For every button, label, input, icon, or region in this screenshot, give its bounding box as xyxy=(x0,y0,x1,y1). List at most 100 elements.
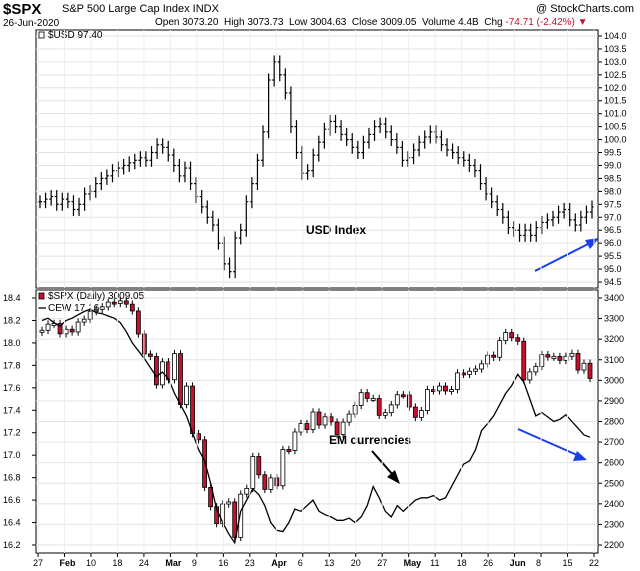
usd-y-tick-label: 97.0 xyxy=(604,212,622,222)
spx-candle xyxy=(202,439,207,488)
spx-candle xyxy=(244,487,250,495)
usd-y-tick-label: 103.0 xyxy=(604,57,627,67)
spx-candle xyxy=(521,340,527,381)
cew-line xyxy=(41,308,591,545)
usd-trend-arrow xyxy=(534,242,591,272)
spx-candle xyxy=(238,493,244,538)
spx-candle xyxy=(515,337,521,342)
spx-candle xyxy=(491,354,497,358)
usd-annotation: USD Index xyxy=(306,223,366,237)
spx-candle xyxy=(557,356,563,361)
usd-y-tick-label: 101.0 xyxy=(604,109,627,119)
high-label: High xyxy=(223,17,245,28)
cew-y-tick-label: 16.4 xyxy=(3,518,21,528)
spx-candle xyxy=(69,328,75,333)
spx-candle xyxy=(39,329,45,333)
spx-candle xyxy=(123,300,129,305)
x-tick-label: 9 xyxy=(192,558,197,568)
x-tick-label: 10 xyxy=(86,558,96,568)
x-tick-label: 18 xyxy=(457,558,467,568)
spx-candle xyxy=(232,501,238,538)
spx-y-tick-label: 2300 xyxy=(604,519,624,529)
usd-y-tick-label: 98.5 xyxy=(604,173,622,183)
spx-candle xyxy=(268,477,274,490)
spx-candle xyxy=(57,323,63,335)
x-tick-label: Jun xyxy=(510,558,526,568)
usd-legend: $USD 97.40 xyxy=(48,30,103,41)
usd-y-tick-label: 97.5 xyxy=(604,199,622,209)
spx-y-tick-label: 3200 xyxy=(604,334,624,344)
spx-candle xyxy=(304,423,310,430)
x-tick-label: 15 xyxy=(563,558,573,568)
spx-candle xyxy=(184,385,189,406)
spx-candle xyxy=(388,404,394,414)
spx-candle xyxy=(412,406,418,418)
date-label: 26-Jun-2020 xyxy=(3,18,60,29)
close-label: Close xyxy=(351,17,378,28)
spx-candle xyxy=(503,332,509,342)
cew-y-tick-label: 17.4 xyxy=(3,405,21,415)
cew-legend: CEW 17.16 xyxy=(48,303,100,314)
symbol-description: S&P 500 Large Cap Index INDX xyxy=(62,3,219,15)
cew-y-tick-label: 17.2 xyxy=(3,428,21,438)
spx-y-tick-label: 2200 xyxy=(604,540,624,550)
spx-candle xyxy=(111,301,117,305)
spx-candle xyxy=(406,394,412,408)
x-axis: 27 Feb 10 18 24 Mar 9 16 23 Apr 6 13 20 27 May 11 18 26 Ju… xyxy=(33,30,599,568)
usd-y-tick-label: 100.5 xyxy=(604,122,627,132)
spx-candle xyxy=(533,366,539,373)
spx-candle xyxy=(208,486,214,508)
x-tick-label: 23 xyxy=(245,558,255,568)
spx-y-tick-label: 3400 xyxy=(604,293,624,303)
x-tick-label: Feb xyxy=(59,558,76,568)
usd-y-tick-label: 98.0 xyxy=(604,186,622,196)
spx-candle xyxy=(93,308,99,312)
usd-y-tick-label: 94.5 xyxy=(604,277,622,287)
x-tick-label: Apr xyxy=(271,558,287,568)
spx-y-tick-label: 3100 xyxy=(604,355,624,365)
down-triangle-icon: ▼ xyxy=(577,17,588,28)
usd-y-tick-label: 100.0 xyxy=(604,135,627,145)
x-tick-label: 11 xyxy=(430,558,439,568)
close-value: 3009.05 xyxy=(380,17,417,28)
volume-label: Volume xyxy=(421,17,456,28)
usd-panel: 94.5 95.0 95.5 96.0 96.5 97.0 97.5 98.0 98.5 99.0… xyxy=(35,29,627,289)
spx-candle xyxy=(81,318,87,323)
spx-candle xyxy=(292,431,298,451)
spx-candle xyxy=(147,353,153,357)
usd-y-tick-label: 104.0 xyxy=(604,31,627,41)
usd-y-tick-label: 95.5 xyxy=(604,251,622,261)
usd-y-tick-label: 95.0 xyxy=(604,264,622,274)
spx-candle xyxy=(105,301,111,308)
spx-candle xyxy=(467,370,472,375)
spx-candle xyxy=(250,456,256,489)
spx-candle xyxy=(376,398,382,416)
spx-candle xyxy=(286,449,292,452)
symbol: $SPX xyxy=(3,1,42,18)
usd-y-tick-label: 102.5 xyxy=(604,70,627,80)
x-tick-label: 27 xyxy=(33,558,43,568)
open-label: Open xyxy=(155,17,180,28)
x-tick-label: 20 xyxy=(351,558,361,568)
spx-candle xyxy=(117,300,123,304)
spx-candle xyxy=(45,323,51,331)
x-tick-label: Mar xyxy=(165,558,182,568)
spx-candle xyxy=(370,398,376,401)
cew-y-tick-label: 16.8 xyxy=(3,473,21,483)
cew-y-tick-label: 18.0 xyxy=(3,338,21,348)
cew-y-tick-label: 17.0 xyxy=(3,450,21,460)
spx-candle xyxy=(437,385,442,392)
spx-candle xyxy=(340,421,346,435)
spx-y-tick-label: 2800 xyxy=(604,417,624,427)
high-value: 3073.73 xyxy=(247,17,284,28)
spx-y-tick-label: 3300 xyxy=(604,314,624,324)
open-value: 3073.20 xyxy=(182,17,219,28)
spx-candle xyxy=(99,306,105,310)
spx-candle xyxy=(364,392,370,399)
spx-candle xyxy=(575,352,581,371)
x-tick-label: May xyxy=(404,558,422,568)
chg-label: Chg xyxy=(484,17,503,28)
low-value: 3004.63 xyxy=(310,17,347,28)
usd-y-tick-label: 101.5 xyxy=(604,96,627,106)
